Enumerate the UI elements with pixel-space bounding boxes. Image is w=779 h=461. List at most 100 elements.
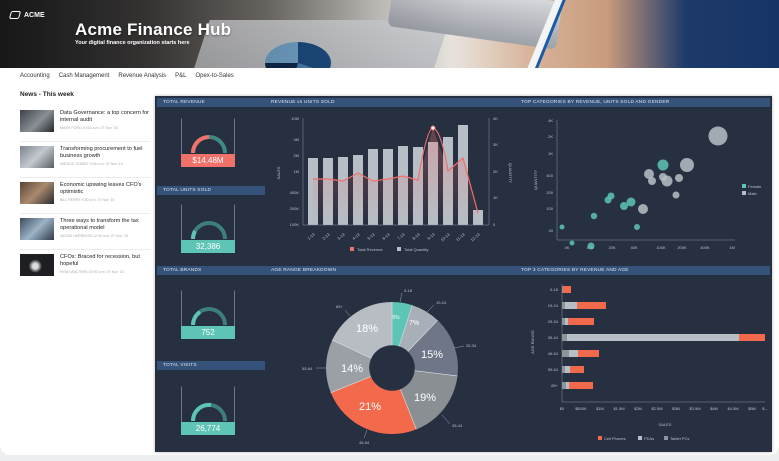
svg-text:$2M: $2M <box>634 406 642 411</box>
svg-text:25-34: 25-34 <box>548 319 559 324</box>
scatter-chart[interactable]: 4K 2K 1K 400 200 100 40 QUANTITY 4K 10K … <box>515 108 770 263</box>
svg-text:$3.5M: $3.5M <box>689 406 700 411</box>
news-thumbnail[interactable] <box>20 182 54 204</box>
svg-text:25-34: 25-34 <box>466 343 477 348</box>
svg-text:200K: 200K <box>677 245 687 250</box>
site-title: Acme Finance Hub <box>75 20 232 39</box>
top3-legend: Cell Phones PDAs Tablet PCs <box>598 436 689 441</box>
news-item[interactable]: Three ways to transform the tax operatio… <box>20 216 150 250</box>
site-logo[interactable]: ACME <box>8 11 45 19</box>
nav-revenue-analysis[interactable]: Revenue Analysis <box>118 73 167 79</box>
svg-text:4M: 4M <box>293 137 299 142</box>
gauge-arc <box>191 307 227 326</box>
svg-text:QUANTITY: QUANTITY <box>533 170 538 191</box>
svg-text:400K: 400K <box>700 245 710 250</box>
svg-text:55-64: 55-64 <box>548 367 559 372</box>
svg-text:19-24: 19-24 <box>548 303 559 308</box>
svg-text:4K: 4K <box>548 118 553 123</box>
svg-text:9-13: 9-13 <box>426 231 436 240</box>
svg-text:35-44: 35-44 <box>548 335 559 340</box>
svg-text:SALES: SALES <box>276 166 281 179</box>
kpi-value-brands: 752 <box>181 326 235 339</box>
news-item[interactable]: Data Governance: a top concern for inter… <box>20 108 150 142</box>
chart-legend: Total Revenue Total Quantity <box>350 247 428 252</box>
chart-header-top3: TOP 3 CATEGORIES BY REVENUE AND AGE <box>515 266 770 275</box>
revenue-units-chart[interactable]: 10M 4M 2M 1M 400K 200K 100K SALES 4K 3K … <box>265 108 515 263</box>
svg-text:$5M: $5M <box>748 406 756 411</box>
kpi-header-units: TOTAL UNITS SOLD <box>157 186 265 195</box>
slice-45-54[interactable] <box>330 376 417 435</box>
svg-text:$1M: $1M <box>596 406 604 411</box>
svg-text:5%: 5% <box>392 315 400 321</box>
news-headline[interactable]: Transforming procurement to fuel busines… <box>60 146 143 159</box>
nav-accounting[interactable]: Accounting <box>20 73 50 79</box>
svg-text:2K: 2K <box>493 169 498 174</box>
gauge-revenue <box>181 118 235 162</box>
news-thumbnail[interactable] <box>20 110 54 132</box>
svg-text:QUANTITY: QUANTITY <box>508 163 513 184</box>
nav-cash-management[interactable]: Cash Management <box>58 73 110 79</box>
svg-text:7-13: 7-13 <box>396 231 406 240</box>
news-list: Data Governance: a top concern for inter… <box>20 108 150 288</box>
slice-0-18[interactable] <box>392 302 413 347</box>
male-bubbles[interactable] <box>638 126 728 215</box>
news-item[interactable]: Economic upswing leaves CFO's optimistic… <box>20 180 150 214</box>
top3-axes: 0-18 19-24 25-34 35-44 45-54 55-64 65+ A… <box>530 284 768 427</box>
svg-text:18%: 18% <box>356 323 378 335</box>
svg-text:1M: 1M <box>729 245 735 250</box>
news-item[interactable]: CFOs: Braced for recession, but hopeful R… <box>20 252 150 286</box>
svg-text:55-64: 55-64 <box>302 366 313 371</box>
svg-text:$2.5M: $2.5M <box>651 406 662 411</box>
svg-text:45-54: 45-54 <box>359 440 370 445</box>
svg-text:4K: 4K <box>565 245 570 250</box>
news-item[interactable]: Transforming procurement to fuel busines… <box>20 144 150 178</box>
nav-opex-to-sales[interactable]: Opex-to-Sales <box>195 73 234 79</box>
svg-text:SALES: SALES <box>659 422 672 427</box>
svg-text:0-18: 0-18 <box>404 288 413 293</box>
legend-swatch-quantity <box>397 247 401 251</box>
revenue-line[interactable] <box>313 127 479 214</box>
x-axis-labels: 1-13 2-13 3-13 4-13 5-13 6-13 7-13 8-13 … <box>303 224 489 242</box>
revenue-peak-marker[interactable] <box>430 125 436 131</box>
news-headline[interactable]: Economic upswing leaves CFO's optimistic <box>60 182 142 195</box>
svg-text:200K: 200K <box>290 206 300 211</box>
news-heading: News - This week <box>20 91 74 98</box>
gauge-visits <box>181 386 235 430</box>
svg-text:65+: 65+ <box>336 304 343 309</box>
age-donut-chart[interactable]: 5% 7% 15% 19% 21% 14% 18% 0-18 19-24 25-… <box>265 276 515 451</box>
svg-text:11-13: 11-13 <box>455 231 466 242</box>
nav-pl[interactable]: P&L <box>175 73 187 79</box>
svg-text:8-13: 8-13 <box>411 231 421 240</box>
top3-bars[interactable] <box>562 286 765 389</box>
svg-text:2M: 2M <box>293 153 299 158</box>
svg-text:20K: 20K <box>608 245 615 250</box>
legend-swatch-cell-phones <box>598 436 602 440</box>
svg-text:Male: Male <box>748 191 757 196</box>
news-meta: MARK FORD 10:52 a.m. 07 Nov '15 <box>60 126 118 130</box>
svg-text:0-18: 0-18 <box>550 287 559 292</box>
news-thumbnail[interactable] <box>20 146 54 168</box>
news-headline[interactable]: CFOs: Braced for recession, but hopeful <box>60 254 140 267</box>
slice-35-44[interactable] <box>400 370 458 430</box>
svg-text:$4.5M: $4.5M <box>727 406 738 411</box>
kpi-header-revenue: TOTAL REVENUE <box>157 98 265 107</box>
svg-text:10M: 10M <box>291 116 299 121</box>
news-headline[interactable]: Three ways to transform the tax operatio… <box>60 218 139 231</box>
slice-25-34[interactable] <box>407 320 458 376</box>
news-thumbnail[interactable] <box>20 218 54 240</box>
female-bubbles[interactable] <box>559 159 669 250</box>
svg-text:200: 200 <box>546 190 553 195</box>
slice-65-plus[interactable] <box>332 302 392 359</box>
chart-header-revenue-units: REVENUE vs UNITS SOLD <box>265 98 515 107</box>
svg-text:AGE RANGE: AGE RANGE <box>530 330 535 354</box>
top3-bar-chart[interactable]: 0-18 19-24 25-34 35-44 45-54 55-64 65+ A… <box>515 276 770 451</box>
news-headline[interactable]: Data Governance: a top concern for inter… <box>60 110 149 123</box>
site-subtitle: Your digital finance organization starts… <box>75 40 190 46</box>
svg-text:1M: 1M <box>293 169 299 174</box>
svg-text:2K: 2K <box>548 134 553 139</box>
svg-text:$1.5M: $1.5M <box>613 406 624 411</box>
news-thumbnail[interactable] <box>20 254 54 276</box>
chart-header-scatter: TOP CATEGORIES BY REVENUE, UNITS SOLD AN… <box>515 98 770 107</box>
top-nav: Accounting Cash Management Revenue Analy… <box>20 73 234 79</box>
scatter-legend: Female Male <box>742 184 762 196</box>
